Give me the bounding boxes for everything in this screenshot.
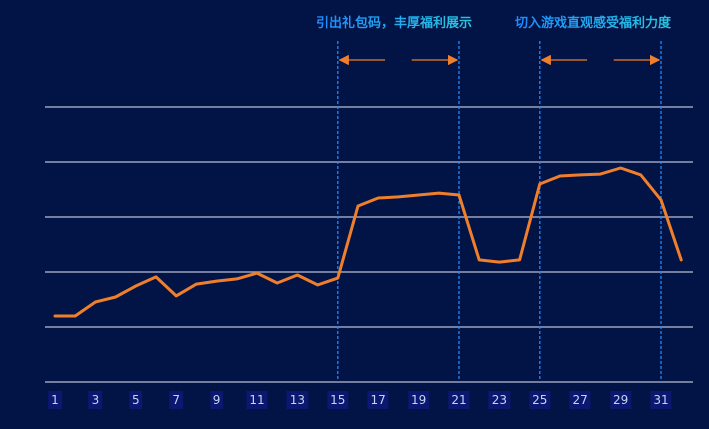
x-tick-label: 9: [209, 391, 224, 409]
annotation-label-gift-code: 引出礼包码，丰厚福利展示: [316, 12, 472, 31]
x-tick-label: 23: [488, 391, 511, 409]
x-tick-label: 5: [128, 391, 143, 409]
y-gridlines: [45, 106, 693, 383]
annotation-label-game-experience: 切入游戏直观感受福利力度: [515, 12, 671, 31]
data-line: [53, 166, 683, 318]
x-tick-label: 3: [88, 391, 103, 409]
x-tick-label: 31: [650, 391, 672, 409]
x-tick-label: 27: [569, 391, 591, 409]
x-tick-label: 21: [448, 391, 470, 409]
x-tick-label: 7: [169, 391, 184, 409]
x-tick-label: 15: [327, 391, 349, 409]
x-tick-label: 13: [286, 391, 309, 409]
x-tick-label: 17: [367, 391, 389, 409]
x-tick-label: 11: [246, 391, 268, 409]
annotation-markers: [337, 41, 662, 382]
x-tick-label: 29: [609, 391, 632, 409]
x-tick-label: 25: [529, 391, 551, 409]
x-tick-label: 19: [407, 391, 430, 409]
x-tick-label: 1: [48, 391, 62, 409]
